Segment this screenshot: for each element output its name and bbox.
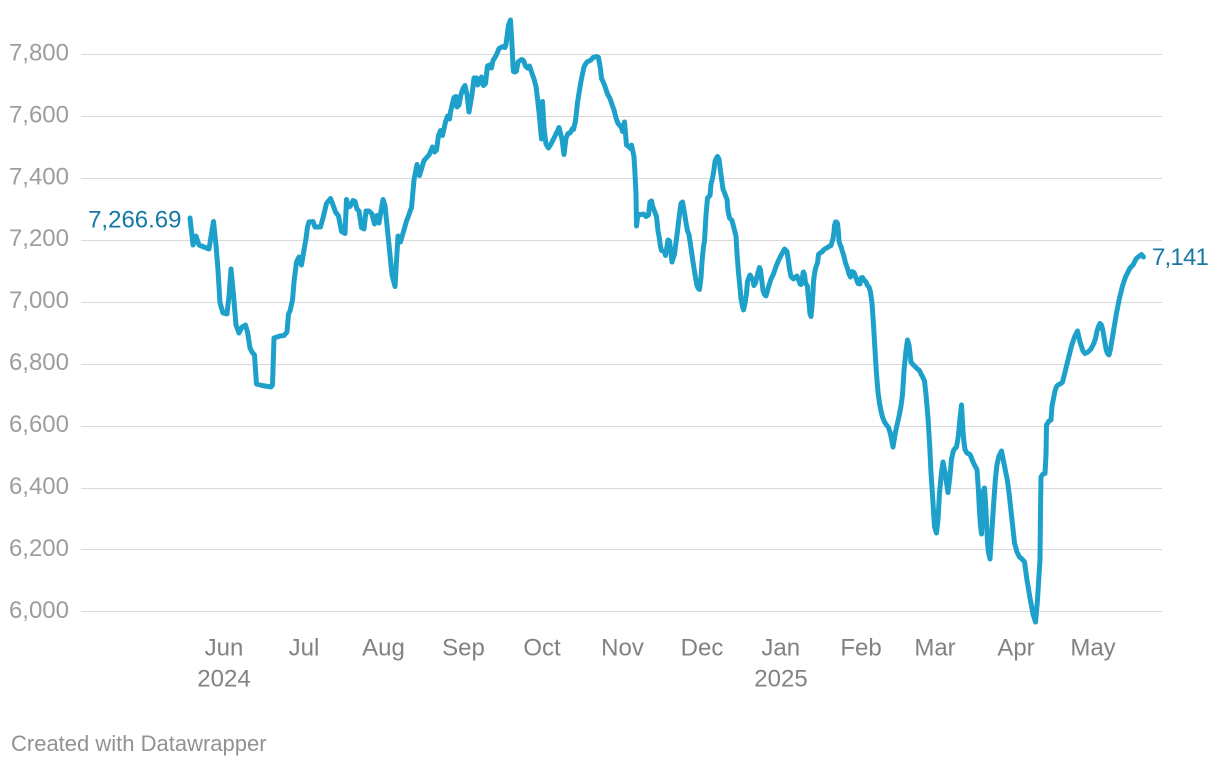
svg-text:2024: 2024 [197, 666, 250, 693]
svg-text:7,000: 7,000 [9, 287, 69, 314]
svg-text:Jan: Jan [761, 635, 800, 662]
svg-text:Created with Datawrapper: Created with Datawrapper [11, 731, 267, 756]
svg-text:7,141: 7,141 [1152, 244, 1209, 271]
svg-text:7,400: 7,400 [9, 163, 69, 190]
svg-text:6,000: 6,000 [9, 597, 69, 624]
svg-text:6,400: 6,400 [9, 473, 69, 500]
svg-text:7,600: 7,600 [9, 101, 69, 128]
svg-text:Nov: Nov [601, 635, 644, 662]
svg-text:Sep: Sep [442, 635, 485, 662]
svg-text:2025: 2025 [754, 666, 807, 693]
svg-text:6,600: 6,600 [9, 411, 69, 438]
svg-text:7,800: 7,800 [9, 40, 69, 67]
svg-text:7,200: 7,200 [9, 225, 69, 252]
svg-text:Feb: Feb [840, 635, 881, 662]
svg-text:Jun: Jun [205, 635, 244, 662]
svg-text:6,800: 6,800 [9, 349, 69, 376]
svg-text:Aug: Aug [362, 635, 405, 662]
svg-text:7,266.69: 7,266.69 [88, 207, 181, 234]
svg-text:Oct: Oct [523, 635, 561, 662]
svg-text:Mar: Mar [914, 635, 955, 662]
svg-text:Apr: Apr [997, 635, 1034, 662]
svg-text:Jul: Jul [289, 635, 320, 662]
svg-text:6,200: 6,200 [9, 535, 69, 562]
svg-text:Dec: Dec [681, 635, 724, 662]
svg-text:May: May [1070, 635, 1115, 662]
